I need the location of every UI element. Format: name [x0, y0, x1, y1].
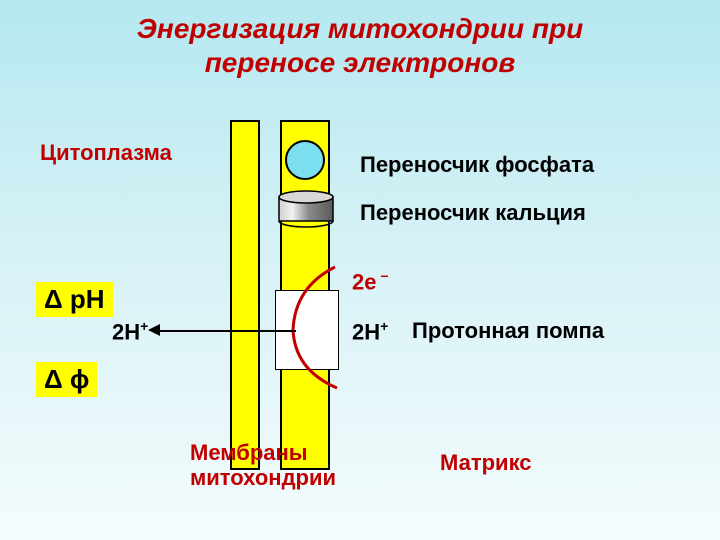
- delta-phi-label: Δ ϕ: [36, 362, 97, 397]
- phosphate-transporter-icon: [285, 140, 325, 180]
- h-left-label: 2H+: [112, 318, 148, 345]
- outer-membrane: [230, 120, 260, 470]
- h-right-label: 2H+: [352, 318, 388, 345]
- phosphate-label: Переносчик фосфата: [360, 152, 594, 178]
- pump-label: Протонная помпа: [412, 318, 604, 344]
- calcium-transporter-icon: [278, 190, 334, 226]
- electrons-label: 2e−: [352, 268, 389, 295]
- proton-arrow-head: [148, 324, 160, 336]
- calcium-label: Переносчик кальция: [360, 200, 586, 226]
- title-line2: переносе электронов: [205, 47, 516, 78]
- membranes-label: Мембраны митохондрии: [190, 440, 336, 491]
- cytoplasm-label: Цитоплазма: [40, 140, 172, 166]
- diagram-title: Энергизация митохондрии при переносе эле…: [0, 12, 720, 79]
- proton-arrow-line: [160, 330, 296, 332]
- matrix-label: Матрикс: [440, 450, 532, 476]
- delta-ph-label: Δ pH: [36, 282, 113, 317]
- title-line1: Энергизация митохондрии при: [137, 13, 583, 44]
